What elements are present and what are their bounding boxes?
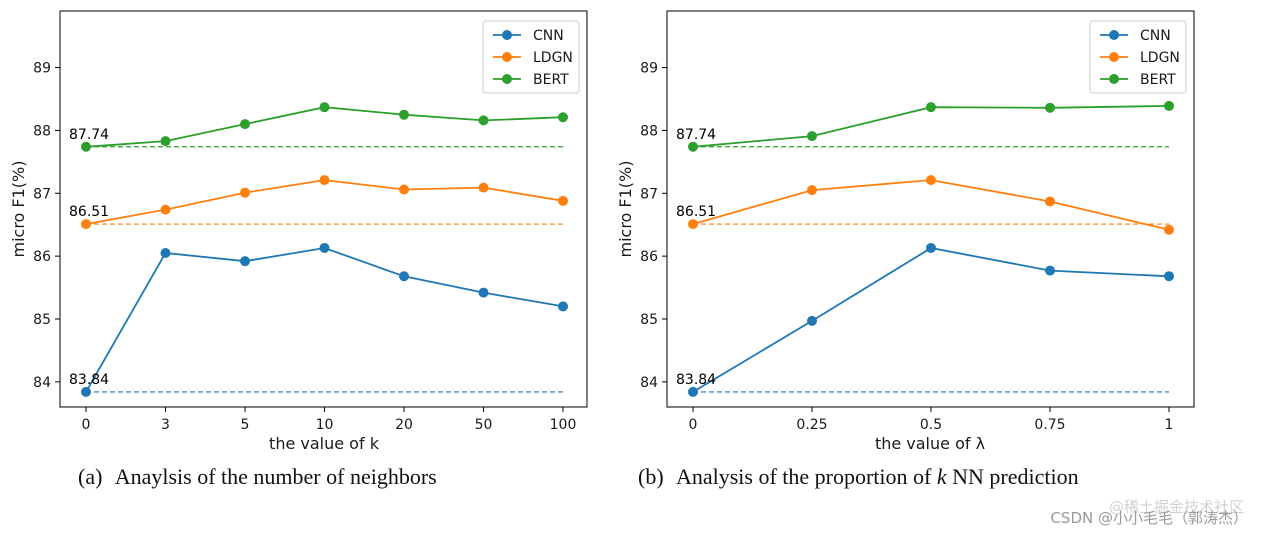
chart-a-bert-point [319,102,330,113]
chart-a-xtick-label: 10 [316,417,334,433]
chart-a-legend-cnn-marker [502,30,512,40]
chart-b-bert-baseline-label: 87.74 [676,127,716,143]
chart-a-ldgn-point [240,187,250,198]
chart-a-bert-baseline-label: 87.74 [69,127,109,143]
chart-b-cnn-point [926,242,936,253]
chart-a-ldgn-point [81,219,91,230]
chart-b-ytick-label: 85 [640,312,658,328]
chart-b-ytick-label: 84 [640,375,658,391]
watermark: CSDN @小小毛毛（郭涛杰） [1050,509,1248,527]
chart-b-bert-point [1045,102,1055,113]
chart-b-ldgn-point [926,175,936,186]
chart-a-cnn-point [81,386,91,397]
chart-a-bert-point [160,136,171,147]
chart-b-xtick-label: 0.25 [796,417,827,433]
chart-a-cnn-point [558,301,568,312]
chart-a-xtick-label: 100 [550,417,577,433]
chart-b-bert-point [688,141,698,152]
chart-a-xlabel: the value of k [269,434,380,453]
chart-b-xlabel: the value of λ [875,434,985,453]
chart-a-cnn-baseline-label: 83.84 [69,372,109,388]
chart-a-legend-ldgn-label: LDGN [533,50,573,66]
chart-a-bert-point [399,109,409,120]
chart-b-bert-point [926,102,936,113]
chart-b-legend-cnn-marker [1109,30,1119,40]
chart-a-xtick-label: 50 [475,417,493,433]
chart-a-cnn-point [160,248,171,258]
chart-a-bert-point [558,112,568,123]
chart-b-ylabel: micro F1(%) [616,161,635,258]
chart-b-ldgn-point [1045,196,1055,207]
caption-b-text-1: Analysis of the proportion of [676,464,937,489]
chart-a-ldgn-point [478,182,489,193]
caption-b-text-2: NN prediction [952,464,1078,489]
chart-b-ldgn-point [688,219,698,230]
chart-b-cnn-baseline-label: 83.84 [676,372,716,388]
caption-a: (a) Anaylsis of the number of neighbors [78,464,437,489]
chart-b-xtick-label: 0 [689,417,698,433]
chart-b-xtick-label: 0.75 [1034,417,1065,433]
chart-b-legend-ldgn-marker [1109,52,1119,62]
chart-b-xtick-label: 1 [1165,417,1174,433]
chart-a-ytick-label: 84 [33,375,51,391]
chart-b-ytick-label: 89 [640,61,658,77]
chart-a-ytick-label: 85 [33,312,51,328]
chart-a-legend-ldgn-marker [502,52,512,62]
chart-a-bert-point [478,115,489,126]
caption-b-prefix: (b) [638,464,664,489]
chart-b-legend-bert-label: BERT [1140,72,1176,88]
chart-a-bert-point [240,119,250,130]
chart-a-legend-cnn-label: CNN [533,28,564,44]
chart-a-cnn-point [240,256,250,267]
chart-a-ldgn-point [319,175,330,186]
chart-a-cnn-point [399,271,409,282]
chart-b-bert-point [807,131,817,142]
chart-a-cnn-point [478,287,489,298]
chart-a-cnn-point [319,242,330,253]
chart-a-ytick-label: 86 [33,249,51,265]
caption-a-text: Anaylsis of the number of neighbors [115,464,437,489]
chart-a: the value of k micro F1(%) 84 85 86 87 88 89 0… [9,10,588,453]
caption-b-text-k: k [937,464,948,489]
caption-b: (b) Analysis of the proportion of k NN p… [638,464,1079,489]
chart-a-ytick-label: 88 [33,123,51,139]
chart-b-legend-bert-marker [1109,74,1119,84]
chart-a-ldgn-point [399,184,409,195]
chart-b-cnn-point [1045,265,1055,276]
chart-a-ldgn-point [160,204,171,215]
chart-b-legend-cnn-label: CNN [1140,28,1171,44]
chart-b-cnn-point [688,386,698,397]
chart-a-ytick-label: 87 [33,186,51,202]
chart-b-cnn-point [1164,271,1174,282]
chart-b-ldgn-baseline-label: 86.51 [676,204,716,220]
watermark-faint: @稀土掘金技术社区 [1109,498,1244,516]
chart-a-legend-bert-label: BERT [533,72,569,88]
caption-a-prefix: (a) [78,464,102,489]
chart-b-cnn-point [807,315,817,326]
chart-b-ldgn-point [1164,224,1174,235]
chart-b-bert-point [1164,100,1174,111]
chart-b-ytick-label: 88 [640,123,658,139]
chart-b-ytick-label: 86 [640,249,658,265]
chart-b: the value of λ micro F1(%) 84 85 86 87 88 89 0… [616,10,1195,453]
chart-a-ylabel: micro F1(%) [9,161,28,258]
chart-a-ldgn-baseline-label: 86.51 [69,204,109,220]
chart-b-ldgn-point [807,185,817,196]
chart-a-xtick-label: 3 [161,417,170,433]
chart-a-ldgn-point [558,195,568,206]
chart-a-legend-bert-marker [502,74,512,84]
chart-a-bert-point [81,141,91,152]
chart-b-ytick-label: 87 [640,186,658,202]
chart-a-xtick-label: 0 [82,417,91,433]
chart-b-legend-ldgn-label: LDGN [1140,50,1180,66]
chart-a-ytick-label: 89 [33,61,51,77]
chart-b-xtick-label: 0.5 [920,417,942,433]
chart-a-xtick-label: 5 [241,417,250,433]
chart-a-xtick-label: 20 [395,417,413,433]
